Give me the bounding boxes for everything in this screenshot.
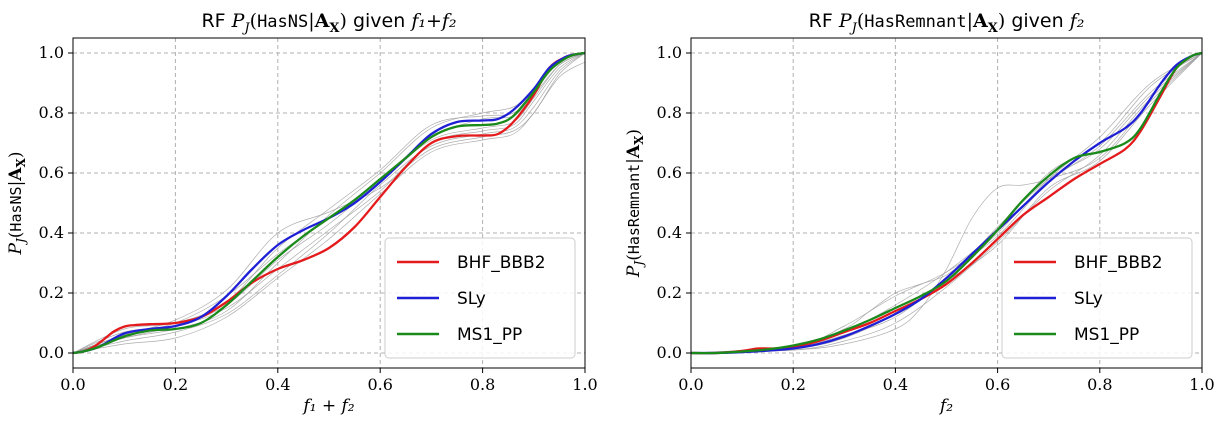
lines-group (691, 51, 1202, 355)
x-tick-label: 0.2 (780, 375, 805, 394)
y-axis-label: PJ(HasRemnant|AX) (624, 129, 646, 278)
y-tick-label: 0.0 (657, 343, 682, 362)
title-given: f₂ (1068, 10, 1085, 32)
chart-panel-2: 0.0 0.2 0.4 0.6 0.8 1.0 0.0 0.2 0.4 0.6 0.8 1.0 RF P… (624, 10, 1215, 416)
chart-title: RF PJ(HasNS|AX) given f₁+f₂ (201, 10, 456, 36)
legend-label: BHF_BBB2 (457, 253, 546, 273)
legend-label: BHF_BBB2 (1074, 253, 1163, 273)
series-line-sly (73, 51, 585, 355)
series-line-bhf-bbb2 (73, 51, 585, 355)
title-paren-close: ) (340, 10, 347, 32)
series-line-ms1-pp (73, 51, 585, 355)
ylabel-paren-close: ) (6, 152, 26, 159)
x-tick-label: 1.0 (1189, 375, 1214, 394)
ylabel-paren-open: ( (624, 254, 644, 261)
ylabel-arg: HasRemnant (625, 164, 643, 254)
axes-frame (690, 37, 1203, 369)
x-tick-label: 0.0 (60, 375, 85, 394)
series-line-sly (691, 51, 1202, 355)
background-line (691, 52, 1202, 354)
ylabel-func: P (6, 242, 26, 255)
background-line (691, 52, 1202, 354)
title-suffix: given (1005, 10, 1069, 32)
title-paren-open: ( (250, 10, 257, 32)
title-prefix: RF (809, 10, 839, 32)
title-bar: | (967, 10, 973, 32)
y-tick-label: 0.8 (39, 103, 64, 122)
y-tick-label: 1.0 (39, 43, 64, 62)
title-paren-close: ) (998, 10, 1005, 32)
legend-label: SLy (1074, 289, 1103, 309)
title-cond-sub: X (329, 21, 340, 36)
x-tick-label: 0.4 (265, 375, 290, 394)
ylabel-func: P (624, 265, 644, 278)
lines-group (73, 51, 585, 355)
ylabel-bar: | (624, 158, 644, 164)
title-func-sub: J (849, 21, 858, 36)
legend-label: SLy (457, 289, 486, 309)
chart-title: RF PJ(HasRemnant|AX) given f₂ (809, 10, 1085, 36)
y-tick-label: 0.8 (657, 103, 682, 122)
y-tick-label: 0.6 (39, 163, 64, 182)
background-line (73, 52, 585, 354)
x-tick-label: 0.6 (367, 375, 392, 394)
x-tick-label: 0.6 (985, 375, 1010, 394)
x-tick-label: 0.4 (883, 375, 908, 394)
x-tick-label: 0.8 (1087, 375, 1112, 394)
y-tick-label: 0.4 (657, 223, 682, 242)
ylabel-bar: | (6, 181, 26, 187)
background-line (73, 61, 585, 354)
title-cond: A (972, 10, 988, 32)
legend-label: MS1_PP (457, 325, 522, 345)
legend-box (384, 237, 576, 359)
title-arg: HasRemnant (864, 12, 966, 32)
x-axis-label: f₁ + f₂ (301, 396, 354, 416)
y-tick-label: 0.6 (657, 163, 682, 182)
title-prefix: RF (201, 10, 231, 32)
ylabel-arg: HasNS (7, 186, 25, 231)
y-tick-label: 0.2 (657, 283, 682, 302)
title-bar: | (308, 10, 314, 32)
ylabel-paren-open: ( (6, 232, 26, 239)
title-cond-sub: X (988, 21, 999, 36)
legend: BHF_BBB2 SLy MS1_PP (384, 237, 576, 359)
legend-label: MS1_PP (1074, 325, 1139, 345)
legend-box (1001, 237, 1193, 359)
chart-panel-1: 0.0 0.2 0.4 0.6 0.8 1.0 0.0 0.2 0.4 0.6 0.8 1.0 RF P… (6, 10, 598, 416)
x-tick-label: 0.8 (470, 375, 495, 394)
x-tick-label: 1.0 (572, 375, 597, 394)
axes-frame (72, 37, 586, 369)
y-axis-label: PJ(HasNS|AX) (6, 152, 28, 256)
title-func: P (231, 10, 246, 32)
title-cond: A (314, 10, 330, 32)
y-tick-label: 1.0 (657, 43, 682, 62)
y-tick-label: 0.0 (39, 343, 64, 362)
title-func-sub: J (241, 21, 250, 36)
ylabel-cond-sub: X (14, 157, 28, 167)
title-arg: HasNS (257, 12, 308, 32)
ylabel-paren-close: ) (624, 129, 644, 136)
ylabel-cond: A (624, 144, 644, 159)
ylabel-func-sub: J (632, 260, 646, 269)
ylabel-func-sub: J (14, 237, 28, 246)
x-tick-label: 0.0 (678, 375, 703, 394)
ylabel-cond: A (6, 167, 26, 182)
legend: BHF_BBB2 SLy MS1_PP (1001, 237, 1193, 359)
series-line-ms1-pp (691, 51, 1202, 355)
x-tick-label: 0.2 (163, 375, 188, 394)
y-tick-label: 0.4 (39, 223, 64, 242)
title-given: f₁+f₂ (409, 10, 456, 32)
title-func: P (838, 10, 853, 32)
y-tick-label: 0.2 (39, 283, 64, 302)
x-axis-label: f₂ (938, 396, 953, 416)
ylabel-cond-sub: X (632, 135, 646, 145)
title-suffix: given (347, 10, 411, 32)
title-paren-open: ( (857, 10, 864, 32)
